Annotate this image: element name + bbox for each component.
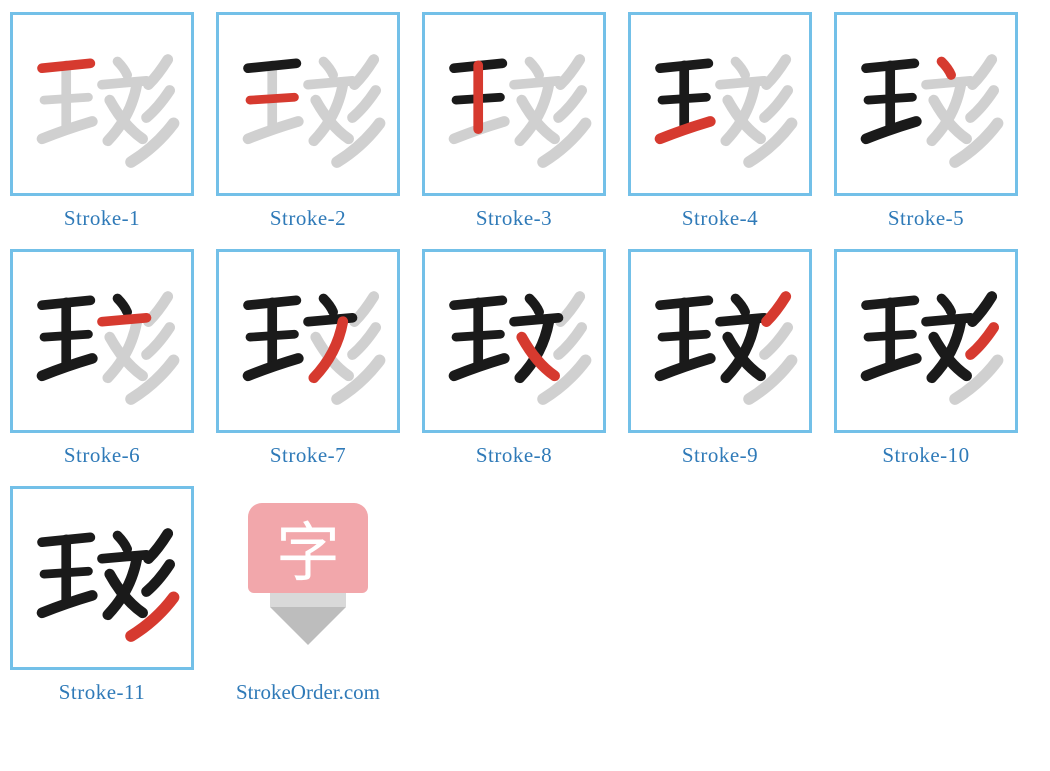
site-label: StrokeOrder.com bbox=[236, 680, 380, 705]
stroke-frame bbox=[628, 12, 812, 196]
stroke-cell-3: Stroke-3 bbox=[422, 12, 606, 231]
logo-glyph: 字 bbox=[248, 503, 368, 593]
stroke-cell-10: Stroke-10 bbox=[834, 249, 1018, 468]
stroke-frame bbox=[216, 12, 400, 196]
stroke-label: Stroke-1 bbox=[64, 206, 140, 231]
stroke-label: Stroke-11 bbox=[59, 680, 146, 705]
stroke-cell-1: Stroke-1 bbox=[10, 12, 194, 231]
stroke-frame bbox=[216, 249, 400, 433]
stroke-frame bbox=[422, 12, 606, 196]
stroke-frame bbox=[834, 249, 1018, 433]
site-logo-cell: 字 StrokeOrder.com bbox=[216, 486, 400, 705]
site-logo: 字 bbox=[216, 486, 400, 670]
stroke-cell-11: Stroke-11 bbox=[10, 486, 194, 705]
logo-tip-icon bbox=[270, 607, 346, 645]
stroke-cell-4: Stroke-4 bbox=[628, 12, 812, 231]
stroke-cell-7: Stroke-7 bbox=[216, 249, 400, 468]
stroke-cell-5: Stroke-5 bbox=[834, 12, 1018, 231]
stroke-frame bbox=[10, 12, 194, 196]
stroke-label: Stroke-6 bbox=[64, 443, 140, 468]
stroke-label: Stroke-5 bbox=[888, 206, 964, 231]
stroke-frame bbox=[834, 12, 1018, 196]
stroke-frame bbox=[10, 249, 194, 433]
stroke-label: Stroke-4 bbox=[682, 206, 758, 231]
stroke-grid: Stroke-1 Stroke-2 Stroke-3 Stroke-4 Stroke-5… bbox=[10, 12, 1040, 705]
logo-band bbox=[270, 593, 346, 607]
stroke-cell-6: Stroke-6 bbox=[10, 249, 194, 468]
stroke-frame bbox=[422, 249, 606, 433]
stroke-label: Stroke-9 bbox=[682, 443, 758, 468]
stroke-label: Stroke-8 bbox=[476, 443, 552, 468]
stroke-frame bbox=[10, 486, 194, 670]
stroke-label: Stroke-10 bbox=[882, 443, 969, 468]
stroke-frame bbox=[628, 249, 812, 433]
stroke-label: Stroke-2 bbox=[270, 206, 346, 231]
stroke-cell-8: Stroke-8 bbox=[422, 249, 606, 468]
stroke-label: Stroke-7 bbox=[270, 443, 346, 468]
stroke-cell-2: Stroke-2 bbox=[216, 12, 400, 231]
stroke-cell-9: Stroke-9 bbox=[628, 249, 812, 468]
stroke-label: Stroke-3 bbox=[476, 206, 552, 231]
